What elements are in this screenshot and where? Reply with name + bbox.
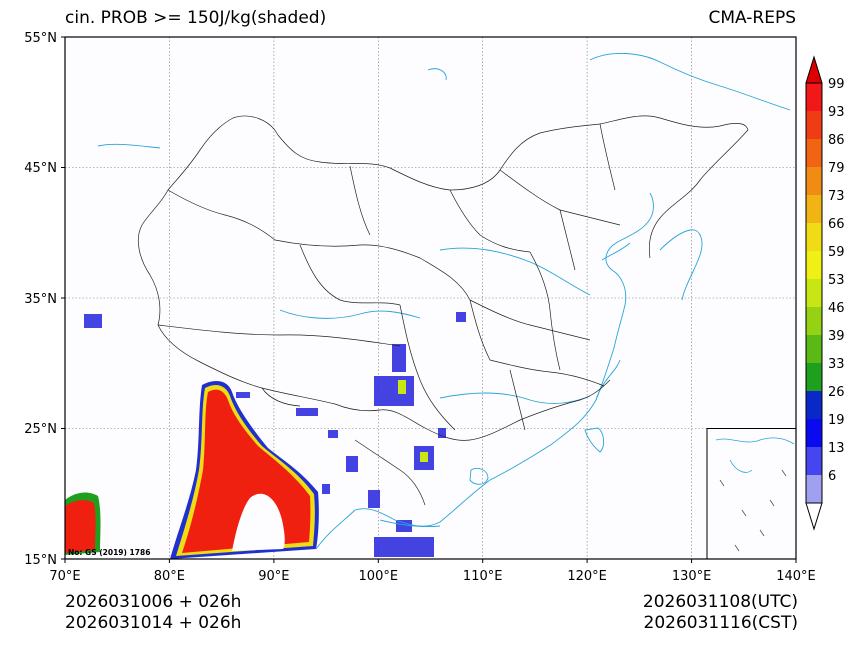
map-title: cin. PROB >= 150J/kg(shaded) (65, 8, 327, 28)
colorbar-label: 6 (828, 469, 836, 484)
lon-tick-label: 70°E (49, 569, 80, 584)
init-time-cst: 2026031014 + 026h (65, 613, 242, 633)
colorbar-label: 59 (828, 245, 845, 260)
model-name: CMA-REPS (708, 8, 796, 28)
colorbar-label: 73 (828, 189, 845, 204)
colorbar-segment (806, 279, 822, 307)
colorbar-segment (806, 223, 822, 251)
colorbar-segment (806, 167, 822, 195)
lat-tick-label: 55°N (24, 31, 57, 46)
init-time-block: 2026031006 + 026h 2026031014 + 026h (65, 592, 241, 634)
colorbar-label: 26 (828, 385, 845, 400)
colorbar-label: 86 (828, 133, 845, 148)
colorbar-label: 13 (828, 441, 845, 456)
colorbar-top-arrow (805, 55, 823, 84)
colorbar-segment (806, 83, 822, 111)
colorbar-segment (806, 363, 822, 391)
administrative-borders (138, 115, 749, 506)
lon-tick-label: 80°E (154, 569, 185, 584)
colorbar-segment (806, 447, 822, 475)
latitude-labels: 55°N 45°N 35°N 25°N 15°N (24, 31, 57, 568)
colorbar-label: 39 (828, 329, 845, 344)
lon-tick-label: 130°E (672, 569, 712, 584)
colorbar-label: 33 (828, 357, 845, 372)
probability-shading (65, 312, 466, 559)
colorbar-label: 66 (828, 217, 845, 232)
south-china-sea-inset (706, 428, 797, 560)
colorbar-label: 46 (828, 301, 845, 316)
tick-marks (61, 36, 797, 563)
lat-tick-label: 15°N (24, 553, 57, 568)
colorbar-segment (806, 335, 822, 363)
valid-time-block: 2026031108(UTC) 2026031116(CST) (643, 592, 798, 634)
colorbar-segment (806, 111, 822, 139)
colorbar: 99 93 86 79 73 66 59 53 46 39 33 26 19 13 6 (805, 55, 845, 531)
approval-number: No: GS (2019) 1786 (68, 548, 150, 557)
colorbar-bottom-arrow (805, 502, 823, 531)
colorbar-segment (806, 307, 822, 335)
colorbar-label: 99 (828, 77, 845, 92)
colorbar-segment (806, 195, 822, 223)
colorbar-segment (806, 251, 822, 279)
colorbar-segment (806, 139, 822, 167)
colorbar-segment (806, 391, 822, 419)
init-time-utc: 2026031006 + 026h (65, 592, 242, 612)
valid-time-cst: 2026031116(CST) (643, 613, 798, 633)
colorbar-frame (805, 82, 823, 504)
lon-tick-label: 110°E (463, 569, 503, 584)
colorbar-segment (806, 475, 822, 503)
valid-time-utc: 2026031108(UTC) (642, 592, 798, 612)
longitude-labels: 70°E 80°E 90°E 100°E 110°E 120°E 130°E 1… (49, 569, 815, 584)
lon-tick-label: 100°E (359, 569, 399, 584)
colorbar-label: 53 (828, 273, 845, 288)
lon-tick-label: 140°E (776, 569, 816, 584)
lat-tick-label: 45°N (24, 161, 57, 176)
lon-tick-label: 90°E (258, 569, 289, 584)
colorbar-label: 79 (828, 161, 845, 176)
lat-tick-label: 25°N (24, 422, 57, 437)
colorbar-segment (806, 419, 822, 447)
lat-tick-label: 35°N (24, 292, 57, 307)
colorbar-label: 19 (828, 413, 845, 428)
lon-tick-label: 120°E (567, 569, 607, 584)
coastlines-rivers (97, 52, 791, 550)
colorbar-label: 93 (828, 105, 845, 120)
